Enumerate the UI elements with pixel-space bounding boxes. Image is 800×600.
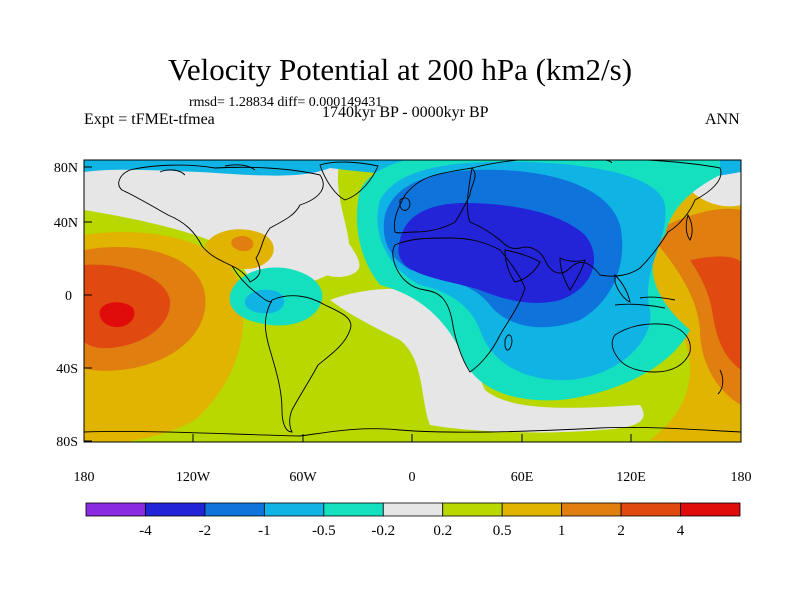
coastline-africa (392, 237, 526, 373)
colorbar-box (323, 502, 384, 517)
lat-label-80s: 80S (56, 435, 78, 450)
colorbar-box (204, 502, 265, 517)
coastline-britain (399, 197, 411, 211)
coastline-greenland (319, 161, 379, 201)
time-period-label: 1740kyr BP - 0000kyr BP (322, 104, 489, 121)
coastline-asia (466, 160, 722, 277)
season-label: ANN (705, 111, 740, 128)
coastline-arctic-islands (159, 160, 613, 176)
region-negative-core (398, 203, 595, 303)
colorbar-label: -0.2 (371, 523, 395, 539)
lon-label-0: 0 (409, 470, 416, 485)
colorbar-box (442, 502, 503, 517)
coastline-arabia (504, 249, 541, 283)
lon-labels: 180 120W 60W 0 60E 120E 180 (74, 470, 752, 485)
coastline-central-america (231, 265, 273, 303)
colorbar: -4 -2 -1 -0.5 -0.2 0.2 0.5 1 2 4 (85, 502, 741, 539)
lon-label-120w: 120W (176, 470, 211, 485)
colorbar-label: 2 (617, 523, 625, 539)
region-warm-pacific-max (99, 302, 135, 328)
coastline-india (559, 257, 586, 291)
colorbar-box (680, 502, 741, 517)
coastline-australia (611, 323, 691, 373)
coastline-madagascar (504, 334, 513, 351)
rmsd-diff-stats: rmsd= 1.28834 diff= 0.000149431 (189, 95, 383, 110)
lon-label-60w: 60W (289, 470, 317, 485)
experiment-label: Expt = tFMEt-tfmea (84, 111, 215, 128)
lat-axis (84, 166, 92, 442)
colorbar-label: 1 (558, 523, 566, 539)
colorbar-label: -0.5 (312, 523, 336, 539)
lat-labels: 80N 40N 0 40S 80S (54, 161, 78, 450)
lon-label-180e: 180 (731, 470, 752, 485)
colorbar-label: 0.5 (493, 523, 512, 539)
colorbar-box (620, 502, 681, 517)
colorbar-box (382, 502, 444, 517)
lat-label-40n: 40N (54, 216, 78, 231)
coastline-north-america (118, 164, 324, 283)
lon-label-60e: 60E (511, 470, 534, 485)
coastline-japan (685, 213, 693, 241)
colorbar-box (501, 502, 563, 517)
coastline-europe (393, 167, 476, 234)
region-warm-east-asia-inner (690, 256, 741, 370)
coastline-south-america (264, 295, 352, 433)
coastline-indonesia (614, 296, 676, 309)
colorbar-label: -4 (139, 523, 152, 539)
lat-label-40s: 40S (56, 362, 78, 377)
region-neutral-atlantic (255, 178, 360, 278)
colorbar-label: -1 (258, 523, 271, 539)
colorbar-label: -2 (199, 523, 212, 539)
lat-label-0: 0 (65, 289, 72, 304)
coastline-new-zealand (717, 369, 724, 395)
contour-field (84, 160, 741, 442)
lon-axis (83, 434, 742, 442)
colorbar-box (85, 502, 146, 517)
region-neutral-south-atlantic (330, 288, 644, 433)
coastline-southeast-asia (614, 273, 631, 303)
colorbar-box (145, 502, 206, 517)
coastlines (84, 160, 741, 437)
colorbar-box (561, 502, 622, 517)
colorbar-label: 4 (677, 523, 685, 539)
region-gulf-high-inner (231, 236, 254, 252)
lat-label-80n: 80N (54, 161, 78, 176)
coastline-antarctica (84, 427, 741, 437)
plot-title: Velocity Potential at 200 hPa (km2/s) (167, 52, 633, 87)
region-caribbean-low-inner (244, 289, 285, 314)
lon-label-180w: 180 (74, 470, 95, 485)
lon-label-120e: 120E (616, 470, 646, 485)
colorbar-box (263, 502, 325, 517)
colorbar-label: 0.2 (433, 523, 452, 539)
